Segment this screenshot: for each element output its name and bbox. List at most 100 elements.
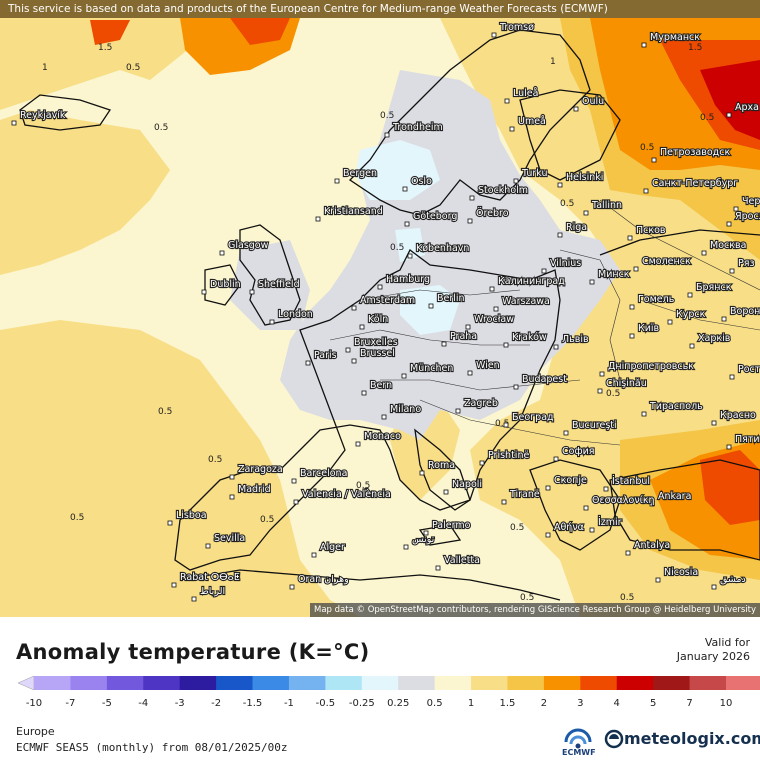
city-marker: Чер xyxy=(733,195,760,212)
contour-value-label: 1.5 xyxy=(688,43,702,53)
colorbar-swatch xyxy=(726,676,760,690)
city-dot-icon xyxy=(643,188,649,194)
city-label: Göteborg xyxy=(413,211,457,222)
city-label: Madrid xyxy=(238,484,271,495)
city-marker: Praha xyxy=(441,330,478,347)
city-label: Мурманск xyxy=(650,32,700,43)
city-marker: София xyxy=(553,445,596,462)
city-label: Львів xyxy=(562,334,589,345)
city-label: Paris xyxy=(314,350,337,361)
city-marker: Пяти xyxy=(726,433,760,450)
city-marker: Wrocław xyxy=(465,313,515,330)
city-marker: Göteborg xyxy=(404,210,458,227)
city-marker: København xyxy=(407,242,471,259)
city-label: Warszawa xyxy=(502,296,550,307)
city-label: Luleå xyxy=(513,88,538,99)
city-marker: Tallinn xyxy=(583,199,623,216)
city-marker: دمشق xyxy=(711,573,747,590)
colorbar-swatch xyxy=(434,676,472,690)
contour-value-label: 1 xyxy=(550,57,556,67)
city-label: Stockholm xyxy=(478,185,528,196)
contour-value-label: 0.5 xyxy=(620,593,634,603)
contour-value-label: 1.5 xyxy=(98,43,112,53)
city-dot-icon xyxy=(289,584,295,590)
city-dot-icon xyxy=(726,112,732,118)
city-label: Гомель xyxy=(638,294,675,305)
colorbar-swatch xyxy=(616,676,654,690)
city-label: Dublin xyxy=(210,279,241,290)
city-label: Nicosia xyxy=(664,567,698,578)
city-dot-icon xyxy=(355,441,361,447)
city-dot-icon xyxy=(721,316,727,322)
city-label: Kristiansand xyxy=(324,206,383,217)
colorbar-swatch xyxy=(653,676,691,690)
city-label: København xyxy=(416,243,469,254)
city-dot-icon xyxy=(407,253,413,259)
city-marker: Смоленск xyxy=(633,255,692,272)
city-dot-icon xyxy=(419,470,425,476)
colorbar-tick-label: 0.25 xyxy=(387,698,409,709)
city-label: Monaco xyxy=(364,431,401,442)
city-marker: Харків xyxy=(689,332,732,349)
city-marker: Luleå xyxy=(504,87,540,104)
national-borders xyxy=(329,199,760,446)
city-label: Oran وهران xyxy=(298,574,349,585)
city-dot-icon xyxy=(509,126,515,132)
city-dot-icon xyxy=(441,341,447,347)
city-marker: Ankara xyxy=(649,490,693,507)
city-marker: Bruxelles xyxy=(345,336,399,353)
city-marker: Мурманск xyxy=(641,31,701,48)
city-marker: Петрозаводск xyxy=(651,146,732,163)
city-dot-icon xyxy=(557,182,563,188)
meteologix-brand[interactable]: meteologix.com xyxy=(624,729,760,748)
city-dot-icon xyxy=(384,132,390,138)
map-attribution[interactable]: Map data © OpenStreetMap contributors, r… xyxy=(310,603,760,617)
valid-label: Valid for xyxy=(704,636,750,649)
colorbar-tick-label: -0.25 xyxy=(349,698,375,709)
city-dot-icon xyxy=(655,577,661,583)
ecmwf-logo-icon xyxy=(564,728,592,749)
colorbar-tick-label: 3 xyxy=(577,698,583,709)
city-label: Trondheim xyxy=(392,122,443,133)
city-marker: Berlin xyxy=(428,292,466,309)
city-dot-icon xyxy=(229,474,235,480)
city-dot-icon xyxy=(219,250,225,256)
colorbar-tick-label: -1.5 xyxy=(243,698,263,709)
city-label: Санкт-Петербург xyxy=(652,178,738,189)
contour-labels: 1.5 1 0.5 0.5 0.5 1 1.5 0.5 0.5 0.5 0.5 0.5 0.5 0.5 0.… xyxy=(42,43,714,603)
city-marker: Москва xyxy=(701,239,747,256)
city-label: Sevilla xyxy=(214,533,245,544)
city-labels: Tromsø Мурманск Reykjavík Luleå Oulu Арха Umeå… xyxy=(11,21,760,602)
city-marker: Örebro xyxy=(467,207,510,224)
city-label: Wrocław xyxy=(474,314,514,325)
city-dot-icon xyxy=(351,305,357,311)
city-label: Харків xyxy=(698,333,731,344)
temperature-anomaly-map[interactable]: 1.5 1 0.5 0.5 0.5 1 1.5 0.5 0.5 0.5 0.5 0.5 0.5 0.5 0.… xyxy=(0,0,760,617)
city-label: München xyxy=(410,363,453,374)
city-marker: Roma xyxy=(419,459,456,476)
city-label: Hamburg xyxy=(386,274,430,285)
contour-value-label: 0.5 xyxy=(520,593,534,603)
city-label: Palermo xyxy=(432,520,471,531)
contour-value-label: 0.5 xyxy=(510,523,524,533)
city-label: Amsterdam xyxy=(360,295,415,306)
contour-value-label: 0.5 xyxy=(158,407,172,417)
city-dot-icon xyxy=(603,486,609,492)
city-dot-icon xyxy=(541,268,547,274)
city-dot-icon xyxy=(641,42,647,48)
contour-value-label: 0.5 xyxy=(700,113,714,123)
city-dot-icon xyxy=(291,478,297,484)
city-marker: Monaco xyxy=(355,430,402,447)
colorbar-tick-label: -0.5 xyxy=(316,698,336,709)
city-marker: Bergen xyxy=(334,167,378,184)
city-marker: Madrid xyxy=(229,483,272,500)
city-label: Ворон xyxy=(730,306,760,317)
city-dot-icon xyxy=(726,444,732,450)
city-dot-icon xyxy=(513,178,519,184)
colorbar-swatch xyxy=(179,676,217,690)
city-label: Glasgow xyxy=(228,240,269,251)
city-label: Tromsø xyxy=(499,22,534,33)
city-dot-icon xyxy=(545,485,551,491)
city-dot-icon xyxy=(667,319,673,325)
city-marker: Budapest xyxy=(513,373,568,390)
